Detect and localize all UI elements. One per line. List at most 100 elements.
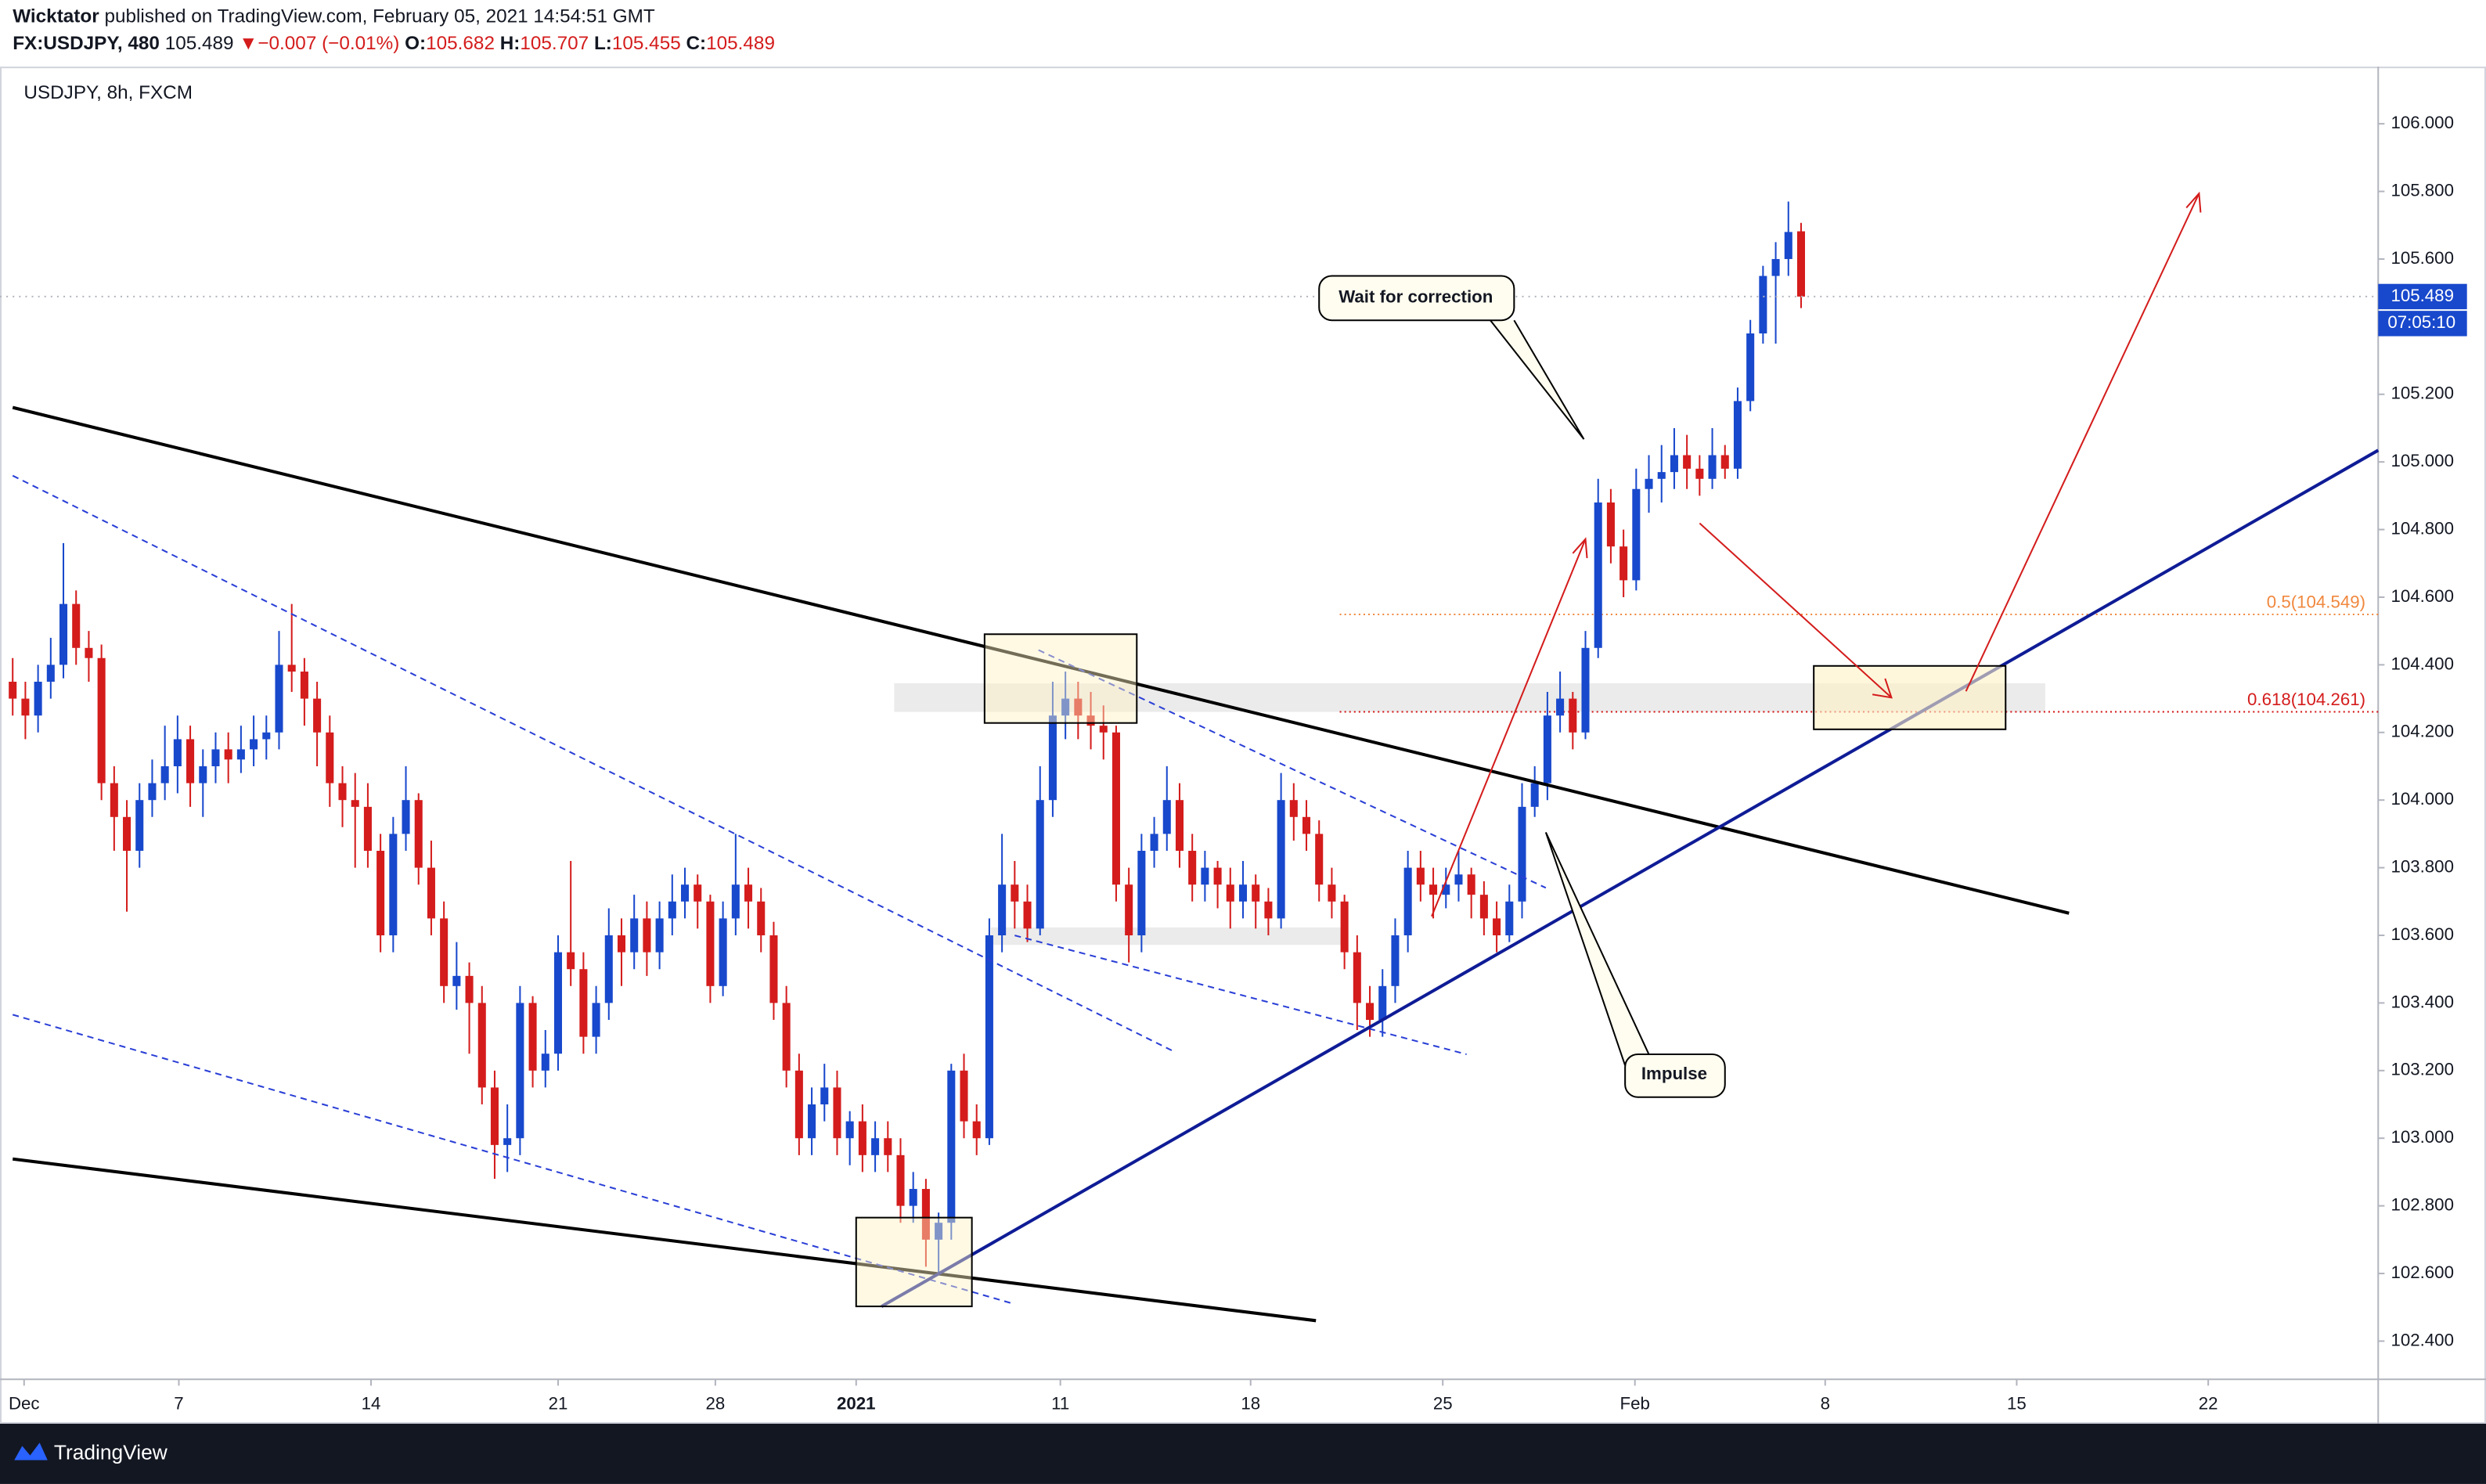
candle-body — [1086, 715, 1095, 726]
callout-pointer — [1544, 832, 1650, 1066]
candle-body — [655, 918, 664, 953]
candle-body — [630, 918, 639, 953]
y-tick-label: 104.200 — [2391, 722, 2453, 741]
y-tick-label: 103.400 — [2391, 992, 2453, 1011]
y-tick-label: 104.400 — [2391, 654, 2453, 673]
arrow — [1699, 522, 1893, 699]
candle-body — [1201, 867, 1209, 885]
candle-body — [1391, 935, 1400, 986]
high-label: H: — [500, 33, 521, 54]
candle-body — [592, 1003, 600, 1037]
candle-body — [1543, 715, 1551, 783]
candle-body — [567, 952, 575, 970]
candle-body — [1226, 884, 1234, 902]
candle-body — [326, 732, 334, 783]
countdown-tag — [2378, 311, 2467, 337]
candle-body — [199, 765, 207, 783]
candle-body — [1188, 850, 1197, 885]
candle-body — [1759, 276, 1767, 334]
quote-line: FX:USDJPY, 480 105.489 ▼−0.007 (−0.01%) … — [13, 33, 775, 54]
y-tick-label: 103.200 — [2391, 1060, 2453, 1079]
y-tick-label: 103.800 — [2391, 856, 2453, 876]
y-tick-label: 105.200 — [2391, 384, 2453, 403]
candle-body — [643, 918, 651, 953]
candle-body — [1569, 698, 1577, 733]
trendline — [12, 405, 2070, 915]
change: −0.007 (−0.01%) — [258, 33, 399, 54]
candle-body — [503, 1138, 512, 1145]
candle-body — [553, 952, 563, 1054]
last-price-label: 105.489 — [2391, 286, 2453, 305]
brand-name: TradingView — [54, 1440, 168, 1464]
candle-body — [935, 1223, 943, 1240]
candle-body — [1353, 952, 1361, 1003]
open-label: O: — [405, 33, 426, 54]
candle-body — [757, 901, 766, 936]
x-tick-label: 11 — [1051, 1394, 1069, 1414]
candle-body — [148, 783, 157, 801]
last-price-tag — [2378, 283, 2467, 310]
annotation: Impulse — [1641, 1064, 1707, 1083]
x-tick-label: 28 — [706, 1394, 726, 1414]
candle-body — [896, 1154, 905, 1206]
y-tick-label: 102.800 — [2391, 1195, 2453, 1215]
candle-body — [21, 698, 30, 716]
candle-body — [402, 800, 410, 834]
candle-body — [427, 867, 435, 919]
fib-label: 0.618(104.261) — [2247, 690, 2365, 709]
annotation: Wait for correction — [1338, 287, 1493, 307]
candle-body — [72, 603, 81, 648]
candle-body — [173, 739, 182, 766]
candle-body — [1315, 834, 1324, 885]
close-label: C: — [686, 33, 706, 54]
low-value: 105.455 — [612, 33, 681, 54]
candle-body — [1606, 502, 1615, 547]
callout-pointer — [1490, 319, 1585, 440]
candle-body — [972, 1121, 981, 1139]
candle-body — [668, 901, 676, 919]
candle-body — [186, 739, 195, 783]
candle-body — [477, 1003, 486, 1088]
channel-line — [1038, 649, 1547, 889]
y-tick-label: 103.600 — [2391, 924, 2453, 944]
candle-body — [1162, 800, 1171, 834]
arrow — [1431, 538, 1587, 917]
candle-body — [909, 1189, 917, 1206]
candle-body — [1416, 867, 1425, 885]
low-label: L: — [594, 33, 612, 54]
y-tick-label: 105.000 — [2391, 451, 2453, 470]
candle-body — [1657, 472, 1666, 479]
candle-body — [541, 1054, 549, 1071]
candle-body — [1328, 884, 1336, 902]
candle-body — [1213, 867, 1222, 885]
candle-body — [135, 800, 144, 851]
candle-body — [960, 1070, 968, 1122]
countdown-label: 07:05:10 — [2387, 312, 2455, 332]
candle-body — [833, 1087, 841, 1139]
y-tick-label: 104.800 — [2391, 518, 2453, 538]
candle-body — [1340, 901, 1349, 953]
candle-body — [1238, 884, 1248, 902]
candle-body — [1036, 800, 1044, 929]
candle-body — [160, 765, 169, 783]
candle-body — [1442, 884, 1450, 895]
trendline — [12, 1157, 1317, 1323]
y-tick-label: 103.000 — [2391, 1127, 2453, 1147]
direction: ▼ — [239, 33, 258, 54]
candle-body — [1302, 816, 1311, 834]
candle-body — [414, 800, 423, 868]
candle-body — [579, 969, 588, 1037]
candle-body — [1708, 455, 1717, 479]
candle-body — [769, 935, 778, 1003]
candle-body — [1099, 726, 1108, 733]
arrows — [1431, 191, 2202, 917]
arrow-head — [1572, 537, 1588, 559]
x-tick-label: 7 — [174, 1394, 183, 1414]
x-tick-label: 25 — [1433, 1394, 1453, 1414]
candle-body — [858, 1121, 866, 1155]
candle-body — [1556, 698, 1565, 716]
channel-line — [1014, 935, 1467, 1056]
candle-body — [1264, 901, 1273, 919]
highlight-box — [983, 633, 1138, 724]
